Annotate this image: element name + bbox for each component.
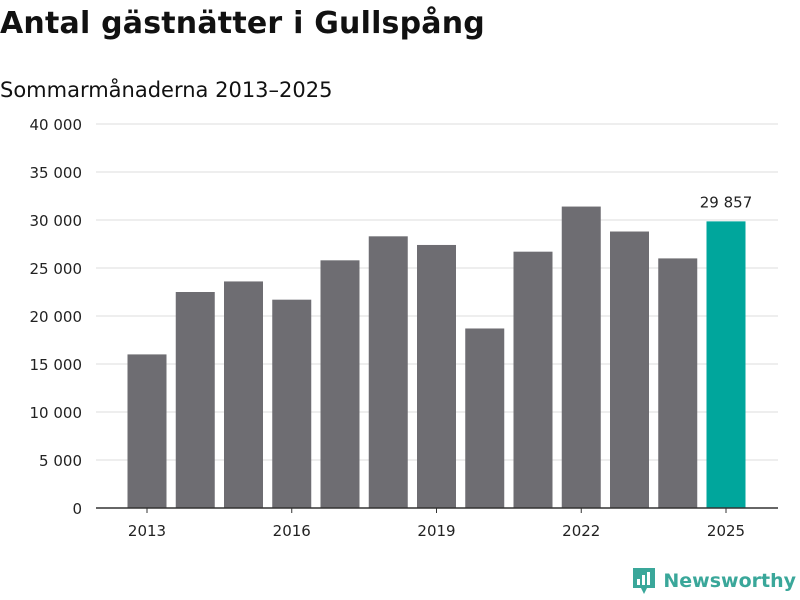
chart-title: Antal gästnätter i Gullspång bbox=[0, 6, 485, 41]
newsworthy-logo: Newsworthy bbox=[631, 566, 796, 596]
bar-2014 bbox=[175, 292, 215, 508]
y-tick-label: 10 000 bbox=[30, 404, 83, 422]
x-axis: 2013 2016 2019 2022 2025 bbox=[96, 507, 778, 540]
x-tick-label: 2016 bbox=[273, 522, 311, 540]
chart-subtitle: Sommarmånaderna 2013–2025 bbox=[0, 78, 333, 102]
y-tick-label: 5 000 bbox=[39, 452, 82, 470]
bar-2015 bbox=[224, 281, 263, 508]
y-tick-label: 40 000 bbox=[30, 116, 83, 134]
data-labels: 29 857 bbox=[700, 193, 753, 211]
bar-2020 bbox=[465, 328, 505, 508]
bar-2022 bbox=[561, 206, 601, 508]
x-tick-label: 2019 bbox=[417, 522, 455, 540]
bar-2021 bbox=[513, 251, 553, 508]
y-axis-tick-labels: 0 5 000 10 000 15 000 20 000 25 000 30 000 35 0… bbox=[30, 116, 83, 518]
bar-2017 bbox=[320, 260, 360, 508]
x-tick-label: 2022 bbox=[562, 522, 600, 540]
bar-2013 bbox=[127, 354, 167, 508]
y-tick-label: 0 bbox=[72, 500, 82, 518]
x-tick-label: 2025 bbox=[707, 522, 745, 540]
newsworthy-logo-text: Newsworthy bbox=[663, 570, 796, 592]
bar-2025 bbox=[706, 221, 746, 508]
y-tick-label: 15 000 bbox=[30, 356, 83, 374]
y-tick-label: 35 000 bbox=[30, 164, 83, 182]
bar-2023 bbox=[610, 231, 649, 508]
bar-2019 bbox=[417, 244, 456, 508]
bar-2016 bbox=[272, 299, 312, 508]
newsworthy-logo-icon bbox=[633, 568, 656, 594]
y-tick-label: 30 000 bbox=[30, 212, 83, 230]
bars bbox=[127, 206, 746, 508]
data-label-highlight: 29 857 bbox=[700, 193, 753, 211]
x-tick-label: 2013 bbox=[128, 522, 166, 540]
y-tick-label: 25 000 bbox=[30, 260, 83, 278]
bar-2024 bbox=[658, 258, 698, 508]
bar-2018 bbox=[368, 236, 408, 508]
y-tick-label: 20 000 bbox=[30, 308, 83, 326]
